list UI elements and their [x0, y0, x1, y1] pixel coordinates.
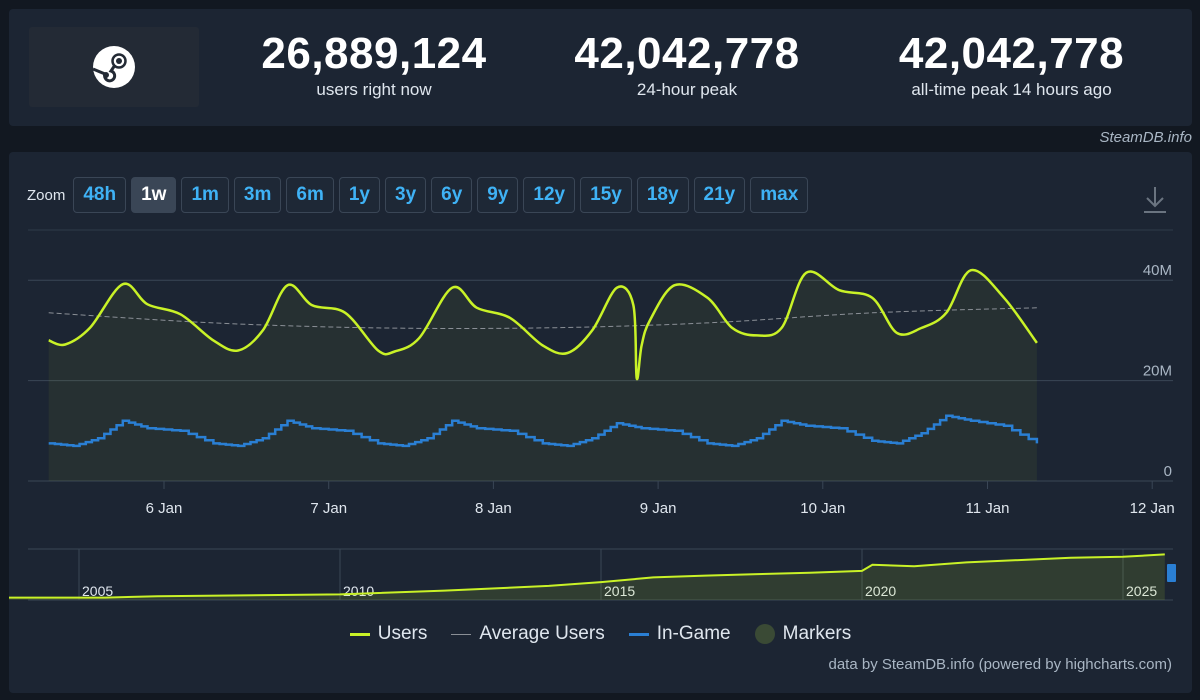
player-count-chart[interactable]: 40M 20M 0 6 Jan 7 Jan 8 Jan 9 Jan 10 Jan 11 Jan 1… [9, 152, 1192, 693]
current-users-label: users right now [316, 80, 432, 99]
x-tick-label: 12 Jan [1130, 500, 1175, 517]
stats-panel: 26,889,124 users right now 42,042,778 24… [9, 9, 1192, 126]
legend-ingame-label: In-Game [656, 623, 731, 644]
markers-swatch [754, 624, 775, 644]
x-tick-label: 10 Jan [800, 500, 845, 517]
zoom-buttons: 48h 1w 1m 3m 6m 1y 3y 6y 9y 12y 15y 18y 21y max [73, 177, 813, 213]
zoom-button-1m[interactable]: 1m [181, 177, 229, 213]
legend-users[interactable]: Users [349, 623, 428, 645]
legend-markers[interactable]: Markers [754, 623, 852, 645]
zoom-button-3y[interactable]: 3y [385, 177, 427, 213]
x-tick-label: 9 Jan [640, 500, 677, 517]
y-tick-label: 0 [1164, 463, 1172, 480]
zoom-button-max[interactable]: max [750, 177, 809, 213]
y-tick-label: 20M [1143, 363, 1172, 380]
legend-markers-label: Markers [782, 623, 852, 644]
navigator-year-label: 2025 [1126, 583, 1157, 599]
steam-logo[interactable] [29, 27, 199, 107]
download-button[interactable] [1142, 185, 1168, 215]
chart-panel: Zoom 48h 1w 1m 3m 6m 1y 3y 6y 9y 12y 15y 18y 21y max … [9, 152, 1192, 693]
zoom-button-1y[interactable]: 1y [338, 177, 380, 213]
current-users-value: 26,889,124 [261, 29, 487, 78]
x-tick-label: 8 Jan [475, 500, 512, 517]
zoom-button-1w[interactable]: 1w [131, 177, 177, 213]
stat-24h-peak: 42,042,778 24-hour peak [547, 29, 827, 101]
stat-current: 26,889,124 users right now [234, 29, 514, 101]
x-tick-label: 11 Jan [966, 500, 1010, 517]
highcharts-credit[interactable]: data by SteamDB.info (powered by highcha… [828, 656, 1173, 673]
zoom-button-18y[interactable]: 18y [636, 177, 689, 213]
x-tick-label: 6 Jan [146, 500, 183, 517]
users-line [48, 268, 1038, 381]
zoom-button-6m[interactable]: 6m [286, 177, 334, 213]
navigator-handle [1167, 564, 1176, 582]
x-tick-label: 7 Jan [310, 500, 347, 517]
zoom-label: Zoom [27, 186, 66, 204]
all-time-peak-label: all-time peak 14 hours ago [911, 80, 1112, 99]
zoom-button-12y[interactable]: 12y [523, 177, 576, 213]
steam-icon [92, 46, 135, 88]
navigator-year-label: 2015 [604, 583, 635, 599]
navigator-year-label: 2020 [865, 583, 896, 599]
zoom-button-6y[interactable]: 6y [431, 177, 473, 213]
average-line-swatch [451, 633, 472, 635]
steamdb-credit[interactable]: SteamDB.info [1099, 129, 1192, 146]
peak-24h-label: 24-hour peak [636, 80, 738, 99]
peak-24h-value: 42,042,778 [574, 29, 800, 78]
zoom-button-48h[interactable]: 48h [73, 177, 127, 213]
legend-average-label: Average Users [479, 623, 605, 644]
navigator-year-label: 2005 [82, 583, 113, 599]
zoom-button-3m[interactable]: 3m [233, 177, 282, 213]
zoom-toolbar: Zoom 48h 1w 1m 3m 6m 1y 3y 6y 9y 12y 15y 18y 21y max [27, 177, 813, 213]
chart-legend: Users Average Users In-Game Markers [9, 623, 1192, 645]
zoom-button-15y[interactable]: 15y [580, 177, 632, 213]
zoom-button-21y[interactable]: 21y [693, 177, 746, 213]
zoom-button-9y[interactable]: 9y [477, 177, 519, 213]
users-area [48, 269, 1037, 481]
navigator-users-line [9, 553, 1165, 599]
download-icon [1144, 187, 1166, 213]
stat-all-time-peak: 42,042,778 all-time peak 14 hours ago [869, 29, 1154, 101]
legend-average-users[interactable]: Average Users [451, 623, 605, 645]
in-game-line [48, 414, 1039, 448]
legend-users-label: Users [377, 623, 428, 644]
legend-in-game[interactable]: In-Game [628, 623, 731, 645]
users-line-swatch [349, 632, 370, 636]
average-users-line [48, 307, 1037, 329]
all-time-peak-value: 42,042,778 [898, 29, 1125, 78]
ingame-line-swatch [628, 632, 649, 636]
y-tick-label: 40M [1143, 262, 1172, 279]
